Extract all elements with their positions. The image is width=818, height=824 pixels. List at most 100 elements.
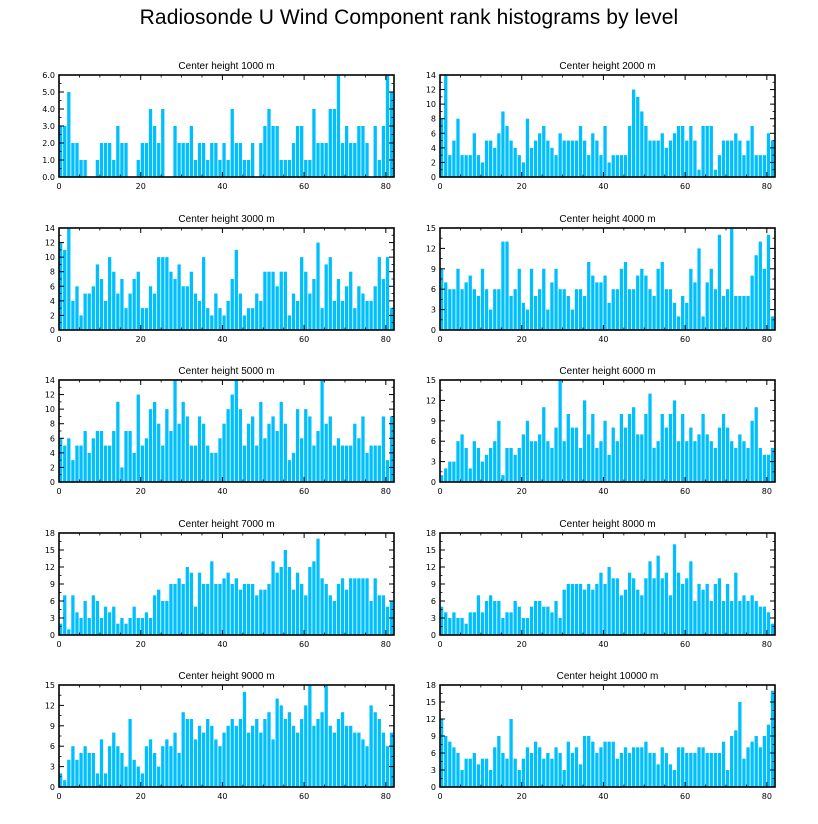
y-tick-label: 12 xyxy=(426,396,436,405)
histogram-bar xyxy=(582,736,587,787)
histogram-panel-6: Center height 6000 m 0 20 40 60 80 0 3 6 9 12 15 xyxy=(426,366,776,496)
histogram-bar xyxy=(136,766,140,787)
histogram-bar xyxy=(668,764,673,787)
histogram-bar xyxy=(640,434,644,482)
histogram-bar xyxy=(611,578,615,635)
histogram-bar xyxy=(157,589,161,635)
histogram-bar xyxy=(71,460,75,482)
histogram-bar xyxy=(578,126,583,177)
histogram-bar xyxy=(484,140,489,177)
histogram-bar xyxy=(750,420,754,482)
histogram-bar xyxy=(148,286,153,330)
histogram-bar xyxy=(521,162,525,177)
histogram-bar xyxy=(161,109,165,177)
histogram-bar xyxy=(521,434,525,482)
histogram-bar xyxy=(533,441,538,482)
histogram-bar xyxy=(734,448,738,482)
x-tick-label: 20 xyxy=(136,640,146,649)
x-tick-label: 80 xyxy=(762,182,772,191)
histogram-bar xyxy=(750,126,754,177)
x-tick-label: 60 xyxy=(680,640,690,649)
histogram-bar xyxy=(603,741,607,787)
histogram-bar xyxy=(464,282,468,330)
histogram-bar xyxy=(373,712,377,787)
histogram-bar xyxy=(611,155,615,177)
histogram-bar xyxy=(132,759,136,787)
histogram-bar xyxy=(312,109,316,177)
histogram-bar xyxy=(480,612,485,635)
histogram-bar xyxy=(283,271,287,330)
x-tick-label: 20 xyxy=(136,335,146,344)
histogram-bar xyxy=(353,732,357,787)
histogram-bar xyxy=(562,441,566,482)
y-tick-label: 1.0 xyxy=(42,156,55,165)
histogram-bar xyxy=(173,279,177,330)
histogram-bar xyxy=(660,262,664,330)
histogram-bar xyxy=(587,155,591,177)
histogram-bar xyxy=(693,140,697,177)
histogram-bar xyxy=(448,618,452,635)
histogram-bar xyxy=(529,441,534,482)
histogram-bar xyxy=(660,133,664,177)
x-tick-label: 0 xyxy=(56,640,61,649)
histogram-bar xyxy=(538,133,542,177)
histogram-bar xyxy=(71,300,75,330)
histogram-bar xyxy=(660,578,664,635)
histogram-bar xyxy=(632,578,636,635)
histogram-bar xyxy=(566,584,570,635)
histogram-bar xyxy=(460,289,464,330)
histogram-bar xyxy=(124,143,128,177)
histogram-bar xyxy=(525,420,530,482)
panel-title: Center height 4000 m xyxy=(559,214,655,225)
y-tick-label: 18 xyxy=(426,529,436,538)
histogram-bar xyxy=(75,143,79,177)
histogram-bar xyxy=(120,279,124,330)
histogram-bar xyxy=(599,572,603,635)
histogram-bar xyxy=(99,618,104,635)
histogram-bar xyxy=(705,584,709,635)
panel-title: Center height 3000 m xyxy=(178,214,274,225)
histogram-bar xyxy=(246,308,251,330)
histogram-bar xyxy=(287,160,292,177)
histogram-bar xyxy=(381,279,386,330)
histogram-bar xyxy=(758,747,762,787)
histogram-bar xyxy=(112,431,116,482)
histogram-bar xyxy=(349,143,353,177)
histogram-bar xyxy=(689,268,693,330)
histogram-bar xyxy=(705,434,709,482)
x-tick-label: 60 xyxy=(299,640,309,649)
histogram-bar xyxy=(480,461,485,482)
histogram-bar xyxy=(381,595,386,635)
histogram-bar xyxy=(685,441,689,482)
histogram-bar xyxy=(157,423,161,482)
y-tick-label: 12 xyxy=(426,715,436,724)
histogram-bar xyxy=(214,739,218,787)
histogram-bar xyxy=(157,143,161,177)
histogram-bar xyxy=(505,448,509,482)
histogram-bar xyxy=(328,416,332,482)
y-tick-label: 12 xyxy=(426,86,436,95)
histogram-bar xyxy=(730,140,734,177)
histogram-bar xyxy=(67,438,71,482)
histogram-bar xyxy=(112,606,116,635)
histogram-bar xyxy=(79,315,83,330)
histogram-bar xyxy=(738,434,742,482)
y-tick-label: 4 xyxy=(50,449,55,458)
histogram-bar xyxy=(493,289,497,330)
histogram-bar xyxy=(263,126,267,177)
histogram-bar xyxy=(87,753,91,787)
histogram-bar xyxy=(132,452,136,482)
histogram-bar xyxy=(762,736,767,787)
histogram-bar xyxy=(742,296,746,330)
histogram-bar xyxy=(533,296,538,330)
histogram-bar xyxy=(79,753,83,787)
histogram-bar xyxy=(320,143,324,177)
histogram-bar xyxy=(676,126,681,177)
histogram-bar xyxy=(267,271,271,330)
histogram-bar xyxy=(181,401,185,482)
histogram-bar xyxy=(308,160,312,177)
histogram-bar xyxy=(697,747,701,787)
histogram-bar xyxy=(83,160,87,177)
histogram-bar xyxy=(652,753,656,787)
histogram-bar xyxy=(591,133,595,177)
